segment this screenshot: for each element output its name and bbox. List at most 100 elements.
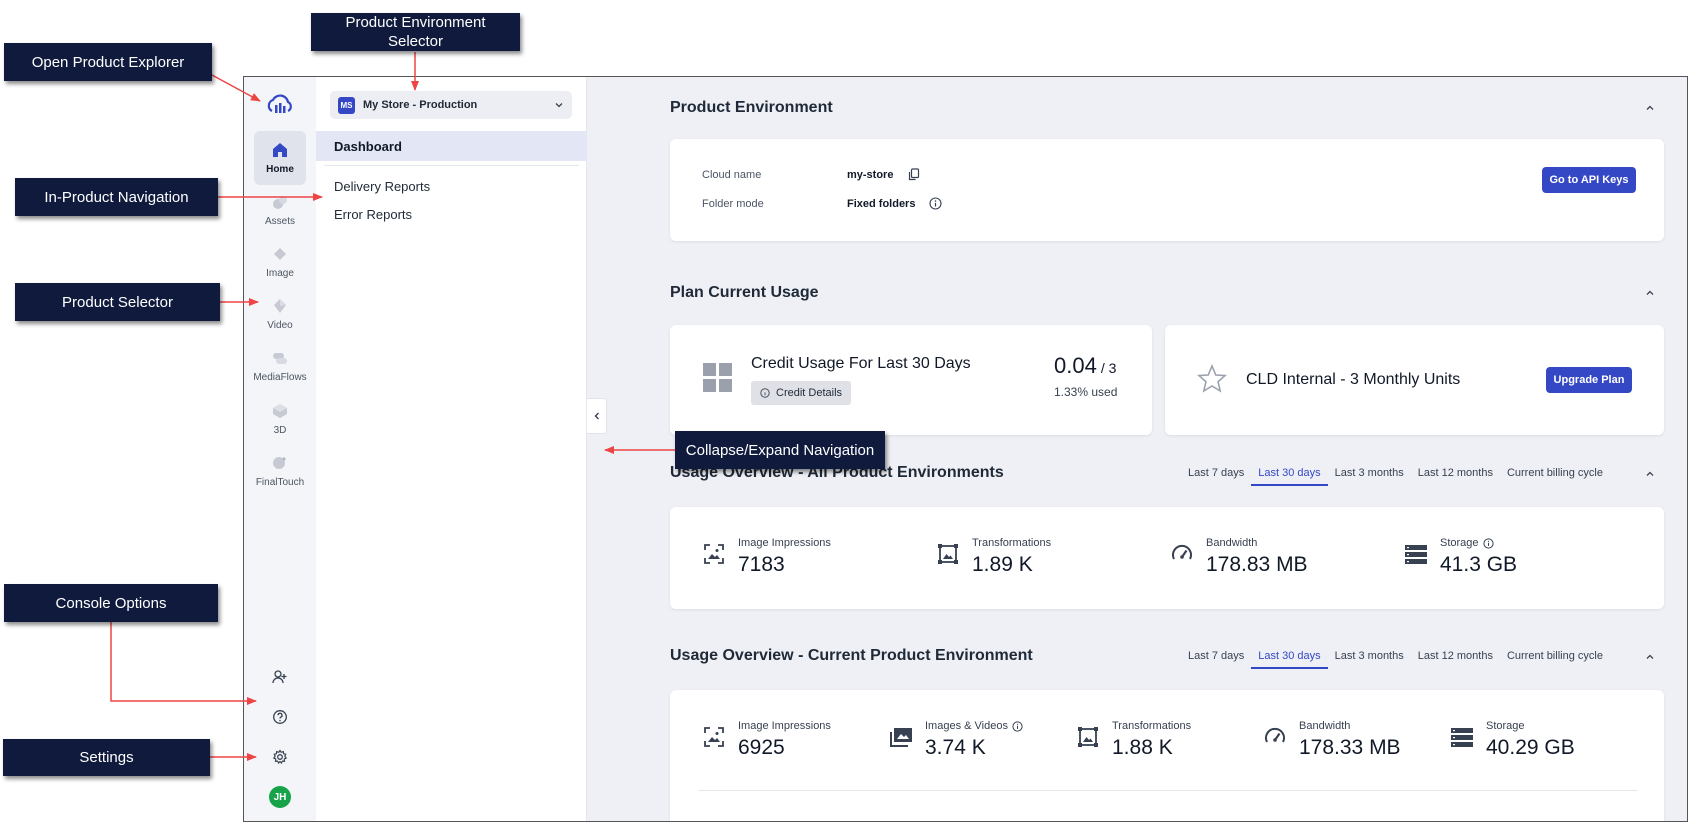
tab-last-12-months[interactable]: Last 12 months bbox=[1417, 467, 1493, 479]
rail-label: MediaFlows bbox=[253, 372, 307, 383]
tab-last-30-days[interactable]: Last 30 days bbox=[1251, 650, 1328, 669]
info-icon[interactable] bbox=[1482, 537, 1494, 549]
annotation-settings: Settings bbox=[3, 739, 210, 776]
rail-item-3d[interactable]: 3D bbox=[254, 392, 306, 446]
tab-current-billing-cycle[interactable]: Current billing cycle bbox=[1506, 467, 1603, 479]
rail-item-home[interactable]: Home bbox=[254, 131, 306, 185]
rail-label: Video bbox=[267, 320, 293, 331]
tab-last-7-days[interactable]: Last 7 days bbox=[1188, 650, 1245, 662]
rail-label: 3D bbox=[273, 425, 287, 436]
stat-value: 1.89 K bbox=[972, 553, 1033, 576]
chevron-up-icon[interactable] bbox=[1645, 288, 1655, 298]
stat-image-impressions: Image Impressions 7183 bbox=[702, 537, 831, 577]
chevron-left-icon bbox=[594, 412, 599, 420]
rail-item-mediaflows[interactable]: MediaFlows bbox=[253, 339, 307, 393]
help-icon bbox=[273, 710, 287, 724]
info-icon bbox=[760, 388, 770, 398]
tab-current-billing-cycle[interactable]: Current billing cycle bbox=[1506, 650, 1603, 662]
stat-storage: Storage 40.29 GB bbox=[1450, 720, 1575, 760]
stat-storage: Storage 41.3 GB bbox=[1404, 537, 1517, 577]
dashboard-grid-icon bbox=[703, 363, 732, 392]
stat-label: Transformations bbox=[1112, 720, 1192, 732]
tab-last-3-months[interactable]: Last 3 months bbox=[1334, 467, 1404, 479]
stat-label: Storage bbox=[1486, 720, 1525, 732]
usage-all-tabs: Last 7 days Last 30 days Last 3 months L… bbox=[1181, 467, 1610, 486]
plan-name: CLD Internal - 3 Monthly Units bbox=[1246, 371, 1461, 388]
card-divider bbox=[698, 790, 1638, 791]
product-environment-card: Cloud name my-store Folder mode Fixed fo… bbox=[670, 139, 1664, 241]
settings-button[interactable] bbox=[270, 747, 290, 767]
mediaflows-icon bbox=[273, 353, 287, 364]
bandwidth-gauge-icon bbox=[1172, 544, 1192, 560]
rail-item-assets[interactable]: Assets bbox=[254, 183, 306, 237]
rail-item-finaltouch[interactable]: FinalTouch bbox=[254, 444, 306, 498]
user-avatar[interactable]: JH bbox=[269, 786, 291, 808]
stat-value: 178.33 MB bbox=[1299, 736, 1401, 759]
copy-icon[interactable] bbox=[908, 168, 920, 181]
transformations-icon bbox=[1078, 727, 1098, 747]
cloud-name-value: my-store bbox=[847, 169, 894, 181]
upgrade-plan-button[interactable]: Upgrade Plan bbox=[1546, 367, 1632, 393]
annotation-collapse-expand-navigation: Collapse/Expand Navigation bbox=[675, 431, 885, 469]
stat-transformations: Transformations 1.89 K bbox=[936, 537, 1051, 577]
nav-item-error-reports[interactable]: Error Reports bbox=[334, 206, 413, 222]
collapse-expand-navigation-button[interactable] bbox=[587, 398, 607, 434]
stat-value: 1.88 K bbox=[1112, 736, 1173, 759]
stat-value: 7183 bbox=[738, 553, 785, 576]
stat-transformations: Transformations 1.88 K bbox=[1076, 720, 1191, 760]
invite-user-button[interactable] bbox=[270, 667, 290, 687]
bandwidth-gauge-icon bbox=[1265, 727, 1285, 743]
rail-label: Image bbox=[266, 268, 294, 279]
image-impressions-icon bbox=[704, 544, 724, 564]
images-videos-label: Images & Videos bbox=[925, 720, 1008, 732]
nav-divider bbox=[324, 165, 579, 166]
tab-last-30-days[interactable]: Last 30 days bbox=[1251, 467, 1328, 486]
info-icon[interactable] bbox=[929, 197, 942, 210]
star-icon bbox=[1197, 364, 1227, 393]
tab-last-3-months[interactable]: Last 3 months bbox=[1334, 650, 1404, 662]
env-label: My Store - Production bbox=[363, 99, 478, 111]
usage-all-card: Image Impressions 7183 Transformations 1.8… bbox=[670, 507, 1664, 609]
section-title-usage-current: Usage Overview - Current Product Environ… bbox=[670, 647, 1033, 664]
storage-label: Storage bbox=[1440, 537, 1479, 549]
rail-item-image[interactable]: Image bbox=[254, 235, 306, 289]
finaltouch-icon bbox=[273, 457, 286, 469]
credit-used: 0.04 bbox=[1054, 353, 1097, 378]
home-icon bbox=[273, 143, 287, 157]
tab-last-7-days[interactable]: Last 7 days bbox=[1188, 467, 1245, 479]
chevron-up-icon[interactable] bbox=[1645, 652, 1655, 662]
product-explorer-logo-icon[interactable] bbox=[264, 93, 296, 117]
tab-last-12-months[interactable]: Last 12 months bbox=[1417, 650, 1493, 662]
storage-icon bbox=[1451, 728, 1473, 747]
stat-label: Image Impressions bbox=[738, 537, 831, 549]
image-icon bbox=[274, 248, 286, 260]
stat-label: Images & Videos bbox=[925, 720, 1023, 732]
nav-item-dashboard[interactable]: Dashboard bbox=[316, 131, 587, 161]
stat-bandwidth: Bandwidth 178.33 MB bbox=[1263, 720, 1401, 760]
annotation-product-environment-selector: Product Environment Selector bbox=[311, 13, 520, 51]
rail-label: FinalTouch bbox=[255, 477, 305, 488]
go-to-api-keys-button[interactable]: Go to API Keys bbox=[1542, 167, 1636, 193]
transformations-icon bbox=[938, 544, 958, 564]
add-user-icon bbox=[272, 670, 287, 684]
nav-item-delivery-reports[interactable]: Delivery Reports bbox=[334, 178, 431, 194]
annotation-open-product-explorer: Open Product Explorer bbox=[4, 43, 212, 81]
stat-value: 178.83 MB bbox=[1206, 553, 1308, 576]
info-icon[interactable] bbox=[1012, 720, 1023, 732]
credit-usage-card: Credit Usage For Last 30 Days Credit Det… bbox=[670, 325, 1152, 435]
images-videos-icon bbox=[890, 728, 912, 747]
cloud-name-label: Cloud name bbox=[702, 169, 762, 181]
annotation-in-product-navigation: In-Product Navigation bbox=[15, 178, 218, 216]
credit-details-button[interactable]: Credit Details bbox=[751, 381, 852, 405]
storage-icon bbox=[1405, 545, 1427, 564]
product-environment-selector[interactable]: MS My Store - Production bbox=[330, 91, 572, 119]
annotation-console-options: Console Options bbox=[4, 584, 218, 622]
main-content: Product Environment Cloud name my-store … bbox=[587, 77, 1687, 821]
chevron-up-icon[interactable] bbox=[1645, 469, 1655, 479]
chevron-up-icon[interactable] bbox=[1645, 103, 1655, 113]
assets-icon bbox=[273, 196, 287, 209]
rail-item-video[interactable]: Video bbox=[254, 287, 306, 341]
product-rail: Home Assets Image Video MediaFlows 3D bbox=[244, 77, 316, 821]
help-button[interactable] bbox=[270, 707, 290, 727]
usage-current-tabs: Last 7 days Last 30 days Last 3 months L… bbox=[1181, 650, 1610, 669]
